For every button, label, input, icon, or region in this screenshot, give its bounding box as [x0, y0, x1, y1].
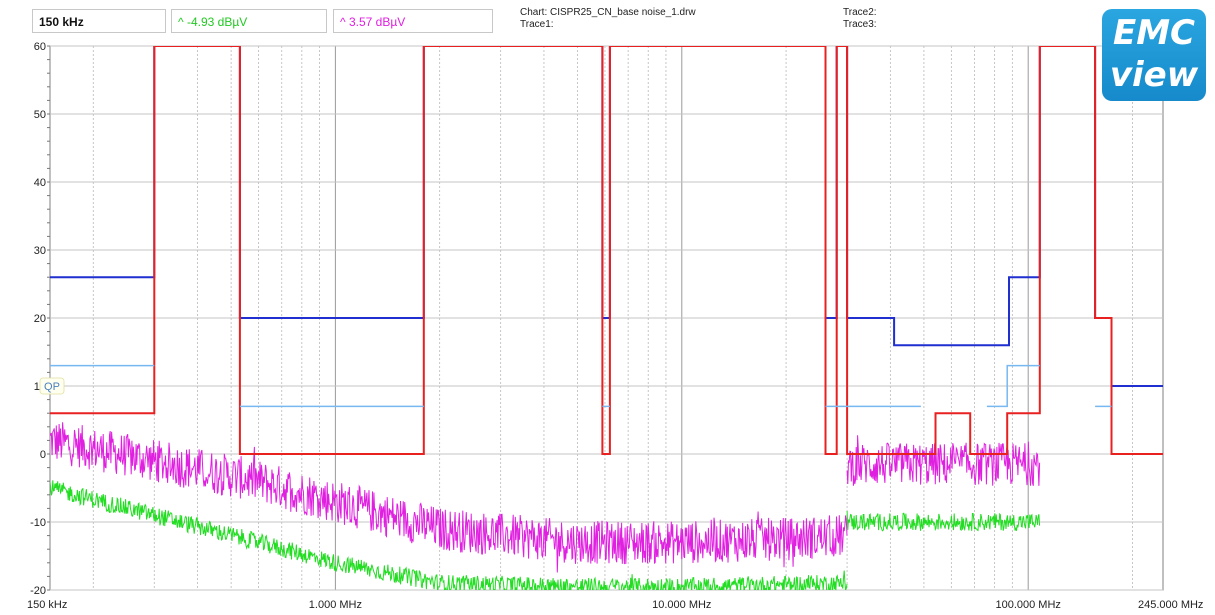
marker-frequency: 150 kHz	[39, 15, 84, 29]
series-green	[50, 480, 1041, 590]
y-tick-label: -20	[30, 585, 46, 597]
qp-marker-box	[39, 377, 65, 395]
trace3-label: Trace3:	[843, 19, 877, 30]
y-tick-label: -10	[30, 517, 46, 529]
y-tick-label: 60	[34, 41, 46, 53]
y-tick-label: 30	[34, 245, 46, 257]
qp-marker-label: QP	[44, 381, 60, 393]
logo-text-top: EMC	[1112, 13, 1195, 53]
x-axis: 150 kHz 1.000 MHz 10.000 MHz 100.000 MHz 245…	[27, 599, 1203, 611]
y-axis: 6050403020100-10-20	[30, 41, 46, 597]
x-tick-label: 10.000 MHz	[652, 599, 711, 611]
emcview-logo: EMC view	[1102, 9, 1206, 101]
trace1-label: Trace1:	[520, 19, 554, 30]
logo-text-bottom: view	[1109, 55, 1199, 95]
series-magenta	[50, 422, 1041, 573]
x-tick-label: 150 kHz	[27, 599, 67, 611]
magenta-delta-value: ^ 3.57 dBµV	[340, 15, 406, 29]
x-tick-label: 245.000 MHz	[1138, 599, 1203, 611]
chart-name: Chart: CISPR25_CN_base noise_1.drw	[520, 7, 696, 18]
y-tick-label: 40	[34, 177, 46, 189]
limit-line-avg_limit	[50, 46, 1163, 455]
chart-info: Chart: CISPR25_CN_base noise_1.drw Trace…	[520, 7, 696, 31]
limit-line-qp_limit	[50, 364, 1112, 408]
green-delta-value: ^ -4.93 dBµV	[178, 15, 248, 29]
magenta-delta-box: ^ 3.57 dBµV	[333, 9, 493, 33]
x-tick-label: 100.000 MHz	[995, 599, 1060, 611]
y-tick-label: 50	[34, 109, 46, 121]
measurement-series	[50, 422, 1041, 590]
y-tick-label: 0	[40, 449, 46, 461]
trace2-label: Trace2:	[843, 7, 877, 18]
trace-info: Trace2: Trace3:	[843, 7, 877, 31]
x-tick-label: 1.000 MHz	[309, 599, 362, 611]
marker-frequency-box: 150 kHz	[32, 9, 166, 33]
limit-lines	[50, 46, 1163, 455]
y-tick-label: 20	[34, 313, 46, 325]
qp-marker: QP	[39, 377, 65, 395]
green-delta-box: ^ -4.93 dBµV	[171, 9, 327, 33]
